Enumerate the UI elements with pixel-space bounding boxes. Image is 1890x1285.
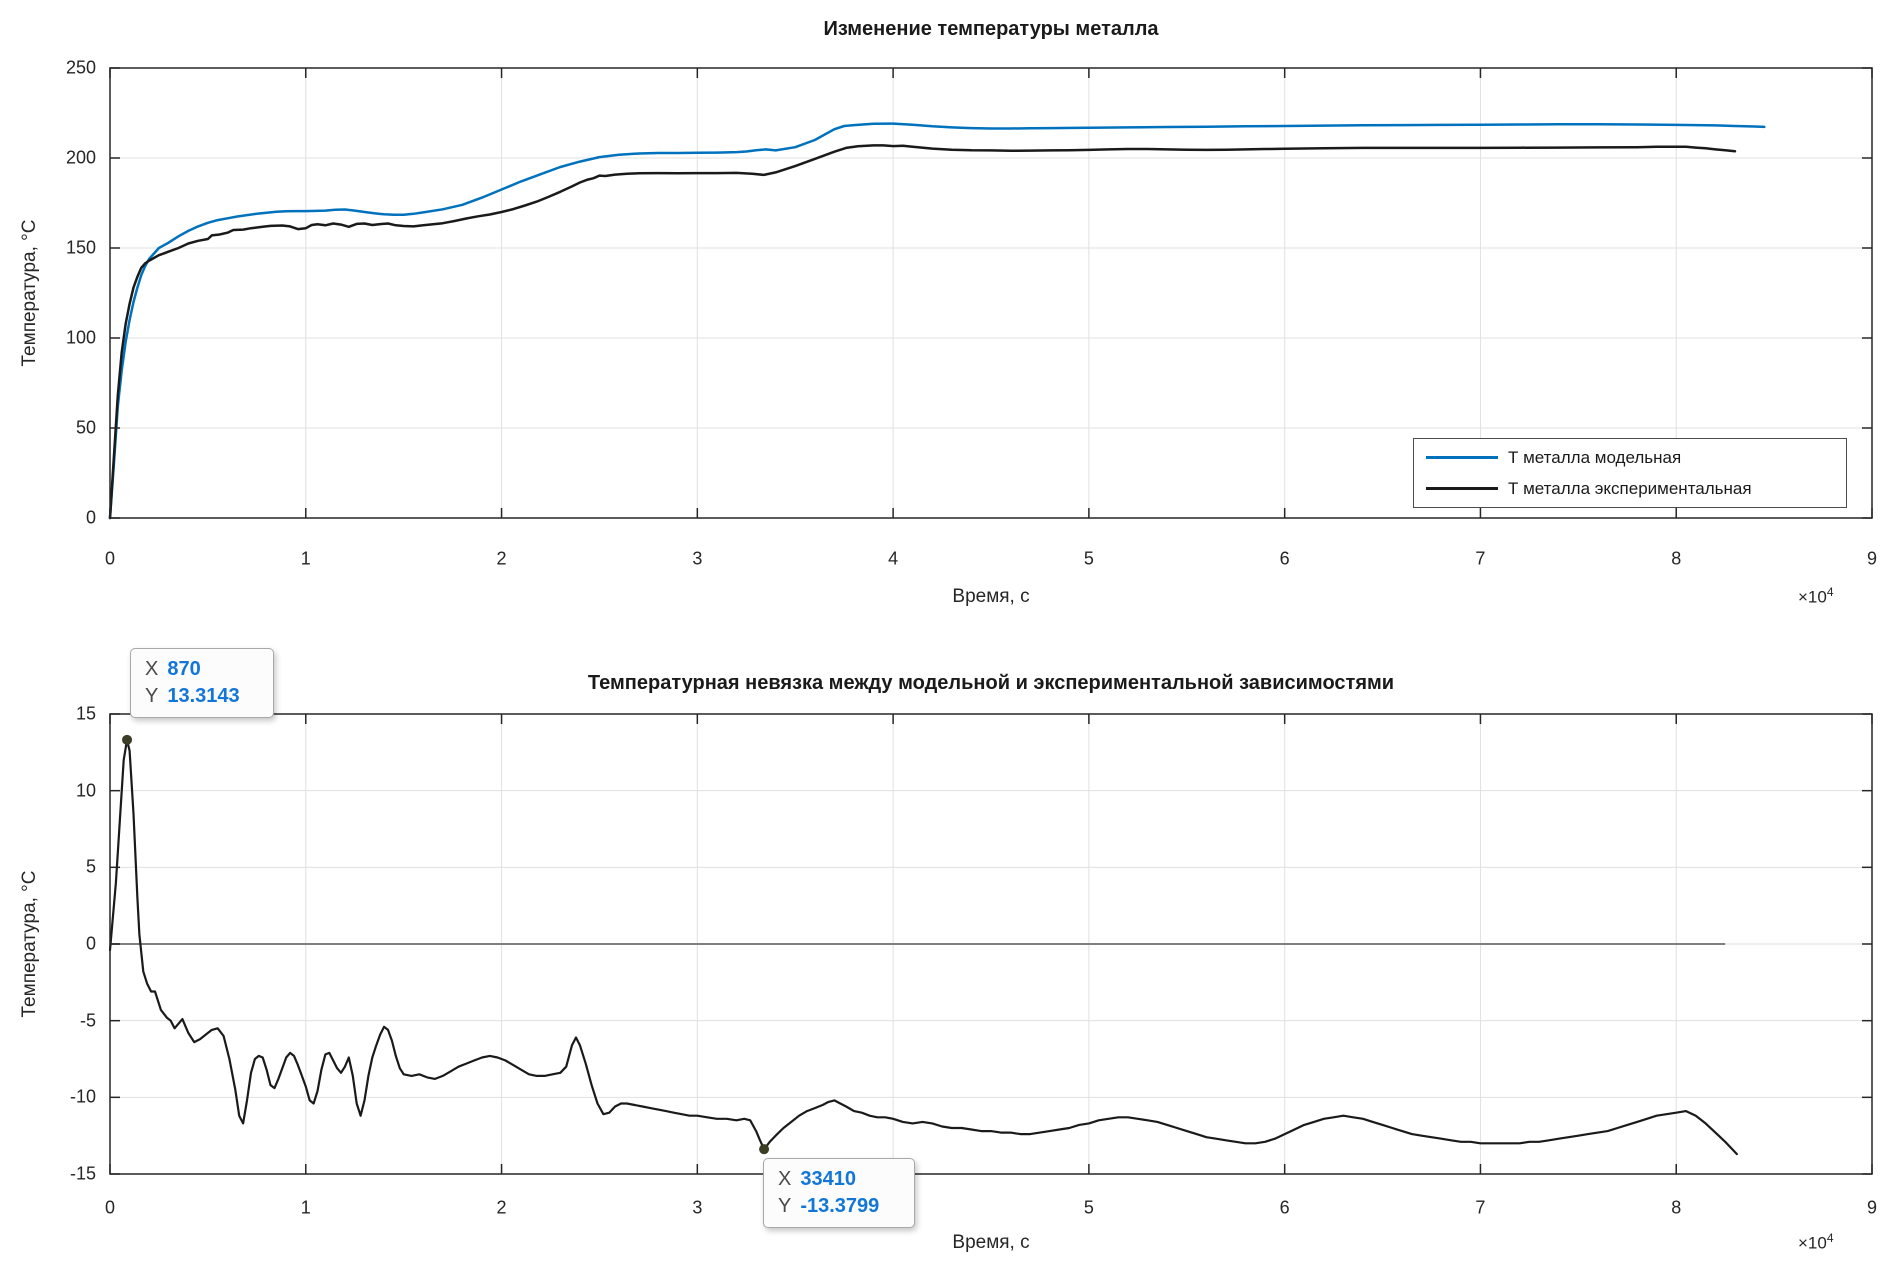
x-tick-label: 2 (496, 1197, 507, 1218)
x-tick-label: 7 (1475, 548, 1486, 569)
x-tick-label: 3 (692, 1197, 703, 1218)
x-tick-label: 1 (300, 548, 311, 569)
x-tick-label: 7 (1475, 1197, 1486, 1218)
legend-label-experimental: Т металла экспериментальная (1508, 478, 1752, 498)
x-tick-label: 1 (300, 1197, 311, 1218)
datatip-y-row: Y 13.3143 (145, 685, 257, 708)
y-tick-label: 150 (65, 237, 96, 258)
top-x-axis-exponent: ×104 (1798, 585, 1834, 607)
experimental-line-swatch (1426, 487, 1498, 490)
x-tick-label: 9 (1866, 548, 1878, 569)
x-tick-label: 6 (1279, 1197, 1290, 1218)
y-tick-label: 0 (85, 933, 96, 954)
x-tick-label: 0 (104, 1197, 116, 1218)
legend-item-experimental: Т металла экспериментальная (1414, 477, 1846, 501)
bottom-chart-title: Температурная невязка между модельной и … (587, 672, 1395, 694)
datatip-x-row: X 33410 (778, 1168, 898, 1191)
datatip-x-key: X (778, 1168, 792, 1190)
y-tick-label: -15 (69, 1163, 96, 1184)
datatip-x-value: 870 (167, 658, 201, 680)
bottom-x-axis-label: Время, с (952, 1232, 1030, 1253)
x-tick-label: 3 (692, 548, 703, 569)
x-tick-label: 8 (1671, 1197, 1682, 1218)
legend-label-model: Т металла модельная (1508, 447, 1682, 467)
bottom-y-axis-label: Температура, °C (19, 870, 40, 1018)
x-tick-label: 8 (1671, 548, 1682, 569)
datatip-x-key: X (145, 658, 159, 680)
model-line-swatch (1426, 456, 1498, 459)
datatip-min: X 33410 Y -13.3799 (763, 1158, 915, 1228)
legend: Т металла модельная Т металла эксперимен… (1413, 438, 1847, 508)
y-tick-label: 10 (75, 780, 96, 801)
x-tick-label: 5 (1083, 548, 1094, 569)
x-tick-label: 2 (496, 548, 507, 569)
y-tick-label: 5 (85, 856, 96, 877)
datatip-x-row: X 870 (145, 658, 257, 681)
x-tick-label: 5 (1083, 1197, 1094, 1218)
y-tick-label: 100 (65, 327, 96, 348)
top-y-axis-label: Температура, °C (19, 219, 40, 367)
datatip-y-value: 13.3143 (167, 685, 240, 707)
legend-item-model: Т металла модельная (1414, 446, 1846, 470)
datatip-max: X 870 Y 13.3143 (130, 648, 274, 718)
top-chart-title: Изменение температуры металла (823, 18, 1159, 40)
x-tick-label: 9 (1866, 1197, 1878, 1218)
datatip-y-key: Y (778, 1195, 792, 1217)
y-tick-label: 15 (75, 703, 96, 724)
y-tick-label: 50 (75, 417, 96, 438)
datatip-y-key: Y (145, 685, 159, 707)
y-tick-label: 200 (65, 147, 96, 168)
y-tick-label: -10 (69, 1086, 96, 1107)
y-tick-label: -5 (79, 1010, 96, 1031)
y-tick-label: 0 (85, 507, 96, 528)
datatip-y-row: Y -13.3799 (778, 1195, 898, 1218)
x-tick-label: 6 (1279, 548, 1290, 569)
x-tick-label: 4 (888, 548, 899, 569)
datatip-x-value: 33410 (800, 1168, 856, 1190)
datatip-y-value: -13.3799 (800, 1195, 880, 1217)
x-tick-label: 0 (104, 548, 116, 569)
bottom-x-axis-exponent: ×104 (1798, 1231, 1834, 1253)
y-tick-label: 250 (65, 57, 96, 78)
top-x-axis-label: Время, с (952, 586, 1030, 607)
